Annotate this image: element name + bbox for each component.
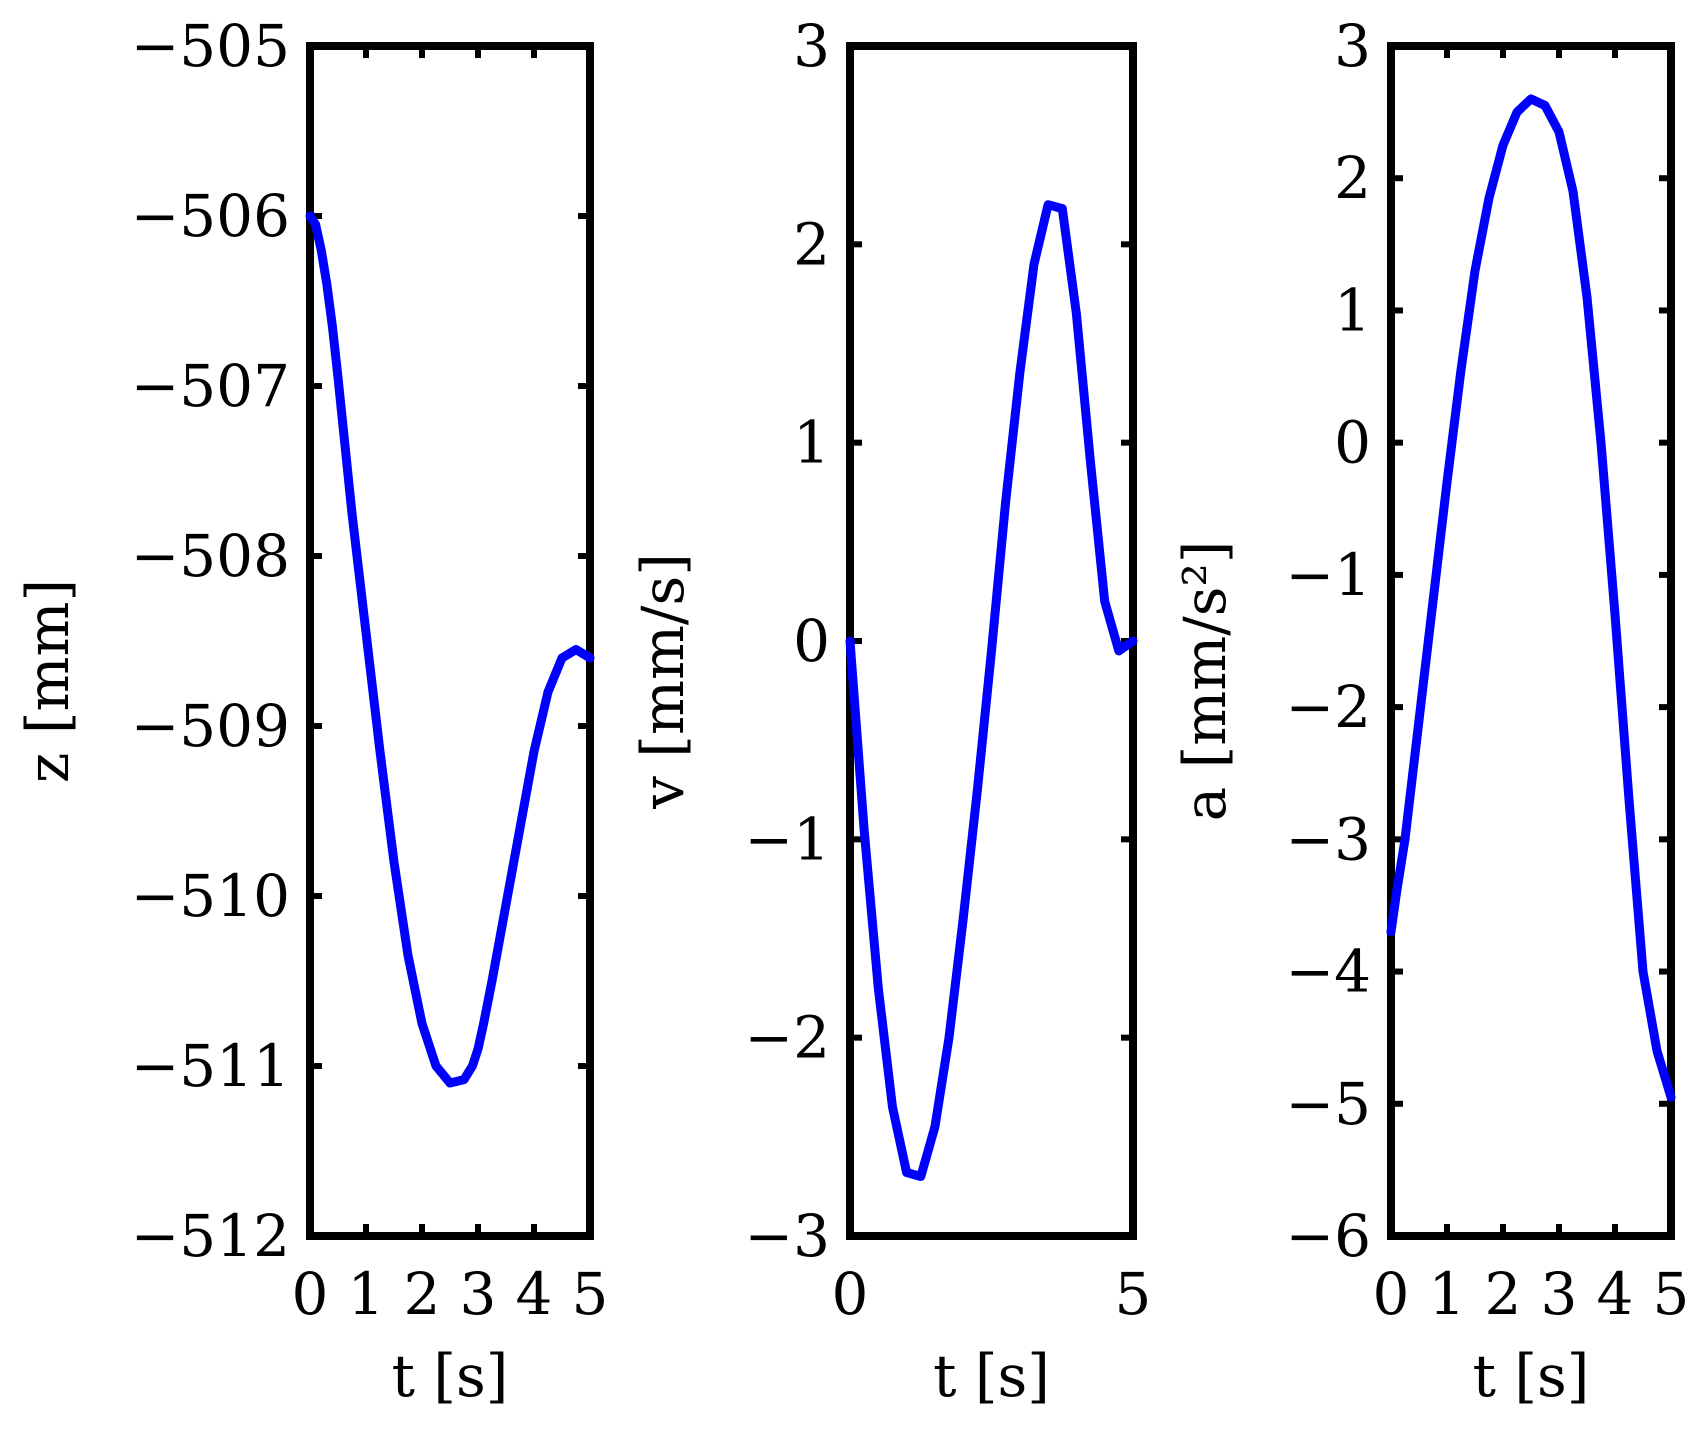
y-tick-label: −3 xyxy=(745,1202,831,1270)
y-tick-label: −2 xyxy=(745,1004,831,1072)
y-tick-label: 3 xyxy=(1334,12,1371,80)
x-tick-label: 2 xyxy=(1485,1260,1522,1328)
y-tick-label: −3 xyxy=(1286,805,1372,873)
y-tick-label: −5 xyxy=(1286,1070,1372,1138)
y-tick-label: 0 xyxy=(1334,409,1371,477)
y-tick-label: −2 xyxy=(1286,673,1372,741)
y-tick-label: −511 xyxy=(131,1032,290,1100)
y-tick-label: −506 xyxy=(131,182,290,250)
x-axis-label: t [s] xyxy=(933,1342,1050,1410)
x-tick-label: 5 xyxy=(572,1260,609,1328)
y-tick-label: −6 xyxy=(1286,1202,1372,1270)
y-tick-label: −507 xyxy=(131,352,290,420)
y-tick-label: −509 xyxy=(131,692,290,760)
panel-velocity: −3 −2 −1 0 1 2 3 0 5 t [s] v [mm/s] xyxy=(629,12,1151,1410)
y-tick-label: −1 xyxy=(1286,541,1372,609)
x-axis-label: t [s] xyxy=(1473,1342,1590,1410)
y-tick-label: −512 xyxy=(131,1202,290,1270)
series-line xyxy=(305,211,595,1088)
x-tick-label: 4 xyxy=(516,1260,553,1328)
y-tick-label: 1 xyxy=(793,409,830,477)
y-axis-label: z [mm] xyxy=(14,579,82,783)
axes-frame xyxy=(306,42,594,1240)
series-line xyxy=(845,200,1138,1181)
y-tick-label: 2 xyxy=(793,210,830,278)
y-tick-label: 0 xyxy=(793,607,830,675)
x-tick-label: 1 xyxy=(348,1260,385,1328)
series-line xyxy=(1386,94,1676,1102)
x-tick-label: 5 xyxy=(1653,1260,1690,1328)
x-tick-label: 0 xyxy=(292,1260,329,1328)
x-tick-label: 2 xyxy=(404,1260,441,1328)
y-tick-label: 1 xyxy=(1334,276,1371,344)
y-axis-label: a [mm/s²] xyxy=(1171,541,1239,822)
y-tick-label: −1 xyxy=(745,805,831,873)
y-tick-label: −508 xyxy=(131,522,290,590)
x-tick-label: 5 xyxy=(1115,1260,1152,1328)
y-tick-label: −4 xyxy=(1286,938,1372,1006)
x-tick-label: 3 xyxy=(460,1260,497,1328)
y-tick-label: 2 xyxy=(1334,144,1371,212)
x-axis-label: t [s] xyxy=(392,1342,509,1410)
y-tick-label: 3 xyxy=(793,12,830,80)
x-tick-label: 3 xyxy=(1541,1260,1578,1328)
axes-frame xyxy=(1387,42,1675,1240)
panel-position: −512 −511 −510 −509 −508 −507 −506 −505 0 1 2 3 4 5 t … xyxy=(14,12,608,1410)
x-tick-label: 4 xyxy=(1597,1260,1634,1328)
x-tick-label: 0 xyxy=(832,1260,869,1328)
y-axis-label: v [mm/s] xyxy=(629,553,697,810)
y-tick-label: −510 xyxy=(131,862,290,930)
x-tick-label: 0 xyxy=(1373,1260,1410,1328)
y-tick-label: −505 xyxy=(131,12,290,80)
x-tick-label: 1 xyxy=(1429,1260,1466,1328)
